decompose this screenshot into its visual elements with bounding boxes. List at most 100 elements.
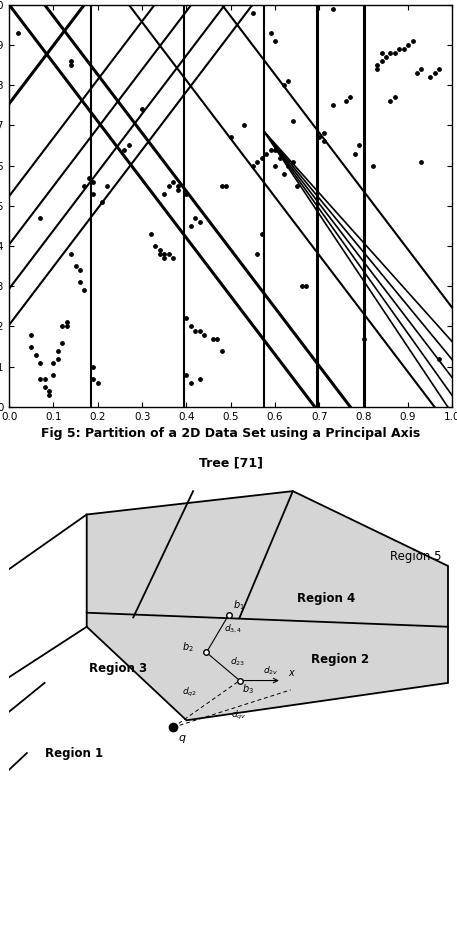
Point xyxy=(37,371,44,386)
Point xyxy=(183,311,190,326)
Text: $b_1$: $b_1$ xyxy=(233,598,245,612)
Point xyxy=(227,130,234,145)
Point xyxy=(76,263,84,278)
Point xyxy=(165,178,172,193)
Point xyxy=(90,187,97,202)
Point xyxy=(160,251,168,266)
Point xyxy=(391,89,399,105)
Point xyxy=(58,335,66,350)
Point xyxy=(400,41,407,57)
Text: $x$: $x$ xyxy=(288,668,297,678)
Point xyxy=(436,61,443,76)
Point xyxy=(263,146,270,161)
Text: Tree [71]: Tree [71] xyxy=(199,456,263,469)
Point xyxy=(14,25,21,41)
Point xyxy=(267,25,274,41)
Point xyxy=(293,178,301,193)
Point xyxy=(156,242,164,257)
Point xyxy=(63,315,70,330)
Point xyxy=(303,279,310,294)
Point xyxy=(41,371,48,386)
Point xyxy=(431,66,438,81)
Point xyxy=(54,351,62,366)
Point xyxy=(329,1,336,16)
Point xyxy=(90,371,97,386)
Point xyxy=(250,158,257,173)
Point xyxy=(76,275,84,290)
Point xyxy=(121,142,128,157)
Point xyxy=(387,45,394,60)
Point xyxy=(152,238,159,253)
Point xyxy=(271,142,279,157)
Point xyxy=(156,247,164,262)
Point xyxy=(90,359,97,374)
Point xyxy=(191,323,199,338)
Point xyxy=(183,187,190,202)
Point xyxy=(276,150,283,165)
Point xyxy=(298,279,305,294)
Point xyxy=(258,150,266,165)
Point xyxy=(347,89,354,105)
Point xyxy=(58,319,66,334)
Point xyxy=(28,327,35,342)
Point xyxy=(254,154,261,170)
Point xyxy=(250,6,257,21)
Point xyxy=(289,154,297,170)
Point xyxy=(316,130,323,145)
Point xyxy=(378,45,385,60)
Point xyxy=(187,219,195,234)
Point xyxy=(183,367,190,382)
Point xyxy=(391,45,399,60)
Point xyxy=(214,331,221,346)
Point xyxy=(373,61,381,76)
Point xyxy=(125,138,133,153)
Point xyxy=(99,194,106,209)
Point xyxy=(254,247,261,262)
Point xyxy=(63,319,70,334)
Point xyxy=(32,347,39,362)
Text: Fig 5: Partition of a 2D Data Set using a Principal Axis: Fig 5: Partition of a 2D Data Set using … xyxy=(41,427,420,440)
Text: $d_{3,4}$: $d_{3,4}$ xyxy=(224,623,243,635)
Point xyxy=(37,355,44,370)
Point xyxy=(436,351,443,366)
Point xyxy=(50,355,57,370)
Text: $q$: $q$ xyxy=(178,733,186,745)
Point xyxy=(85,171,93,186)
Text: $b_2$: $b_2$ xyxy=(182,641,194,654)
Point xyxy=(418,61,425,76)
Text: $d_{q2}$: $d_{q2}$ xyxy=(182,686,197,699)
Point xyxy=(271,158,279,173)
Point xyxy=(165,247,172,262)
Point xyxy=(320,126,328,141)
Point xyxy=(196,215,203,230)
Point xyxy=(418,154,425,170)
Point xyxy=(329,98,336,113)
Point xyxy=(404,38,412,53)
Point xyxy=(160,187,168,202)
Point xyxy=(68,54,75,69)
Point xyxy=(356,138,363,153)
Point xyxy=(223,178,230,193)
Point xyxy=(382,50,389,65)
Point xyxy=(94,375,101,390)
Point xyxy=(187,319,195,334)
Point xyxy=(285,73,292,89)
Point xyxy=(209,331,217,346)
Point xyxy=(258,226,266,241)
Point xyxy=(285,158,292,173)
Point xyxy=(28,339,35,354)
Point xyxy=(267,142,274,157)
Point xyxy=(174,178,181,193)
Point xyxy=(201,327,208,342)
Point xyxy=(174,182,181,197)
Point xyxy=(160,247,168,262)
Point xyxy=(45,387,53,402)
Point xyxy=(187,375,195,390)
Point xyxy=(103,178,110,193)
Point xyxy=(72,259,80,274)
Text: $d_{qv}$: $d_{qv}$ xyxy=(231,709,246,723)
Point xyxy=(68,57,75,73)
Point xyxy=(170,174,177,189)
Point xyxy=(196,371,203,386)
Point xyxy=(41,380,48,395)
